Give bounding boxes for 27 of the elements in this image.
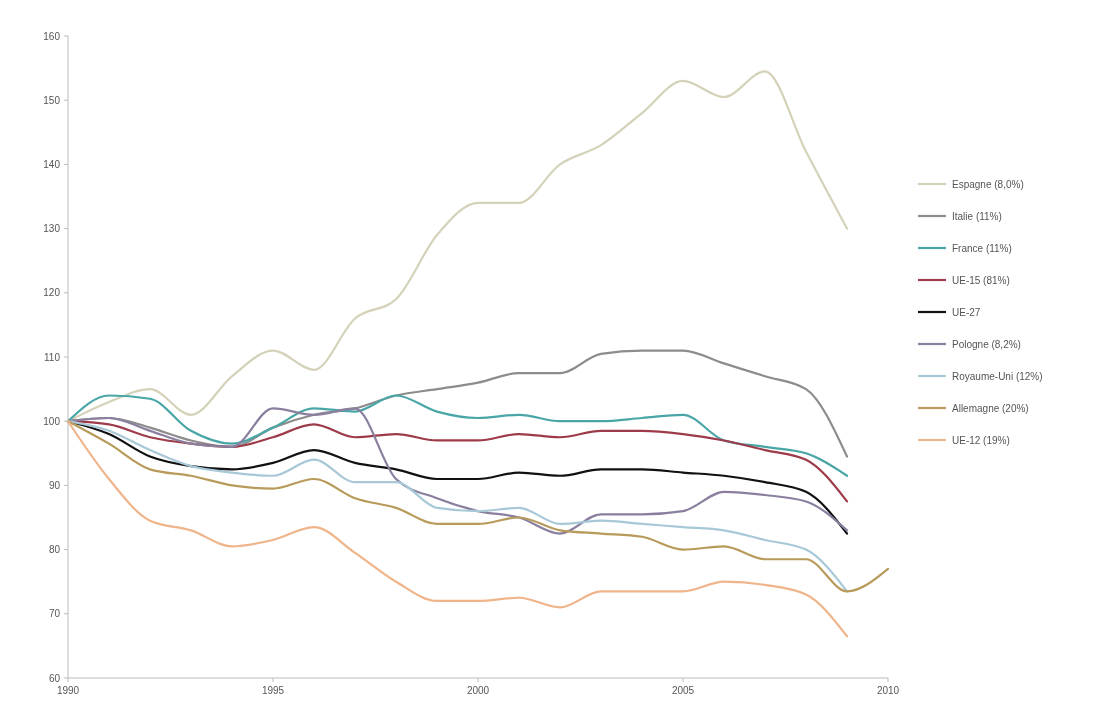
y-tick-label: 70 bbox=[48, 608, 61, 620]
legend-label: UE-15 (81%) bbox=[952, 274, 1010, 286]
y-tick-label: 160 bbox=[43, 30, 61, 42]
legend-label: Italie (11%) bbox=[952, 210, 1002, 222]
y-tick-label: 150 bbox=[43, 94, 61, 106]
x-tick-label: 2005 bbox=[671, 685, 695, 696]
line-series bbox=[66, 394, 849, 477]
y-tick-label: 80 bbox=[48, 544, 61, 556]
y-tick-label: 60 bbox=[48, 672, 61, 684]
y-tick-label: 130 bbox=[43, 223, 61, 235]
x-tick-label: 1990 bbox=[56, 685, 80, 696]
legend-label: France (11%) bbox=[952, 242, 1012, 254]
legend-label: UE-27 bbox=[952, 306, 981, 318]
line-series bbox=[66, 420, 849, 638]
y-tick-label: 110 bbox=[44, 351, 61, 363]
x-tick-label: 2010 bbox=[876, 685, 900, 696]
y-tick-label: 100 bbox=[43, 415, 61, 427]
y-tick-label: 90 bbox=[48, 479, 61, 491]
legend-label: Espagne (8,0%) bbox=[952, 178, 1024, 190]
legend-label: Royaume-Uni (12%) bbox=[952, 370, 1043, 382]
y-tick-label: 120 bbox=[43, 287, 61, 299]
y-tick-label: 140 bbox=[43, 158, 61, 170]
x-tick-label: 1995 bbox=[261, 685, 285, 696]
x-tick-label: 2000 bbox=[466, 685, 490, 696]
legend-label: Allemagne (20%) bbox=[952, 402, 1029, 414]
legend-label: Pologne (8,2%) bbox=[952, 338, 1021, 350]
legend-label: UE-12 (19%) bbox=[952, 434, 1010, 446]
